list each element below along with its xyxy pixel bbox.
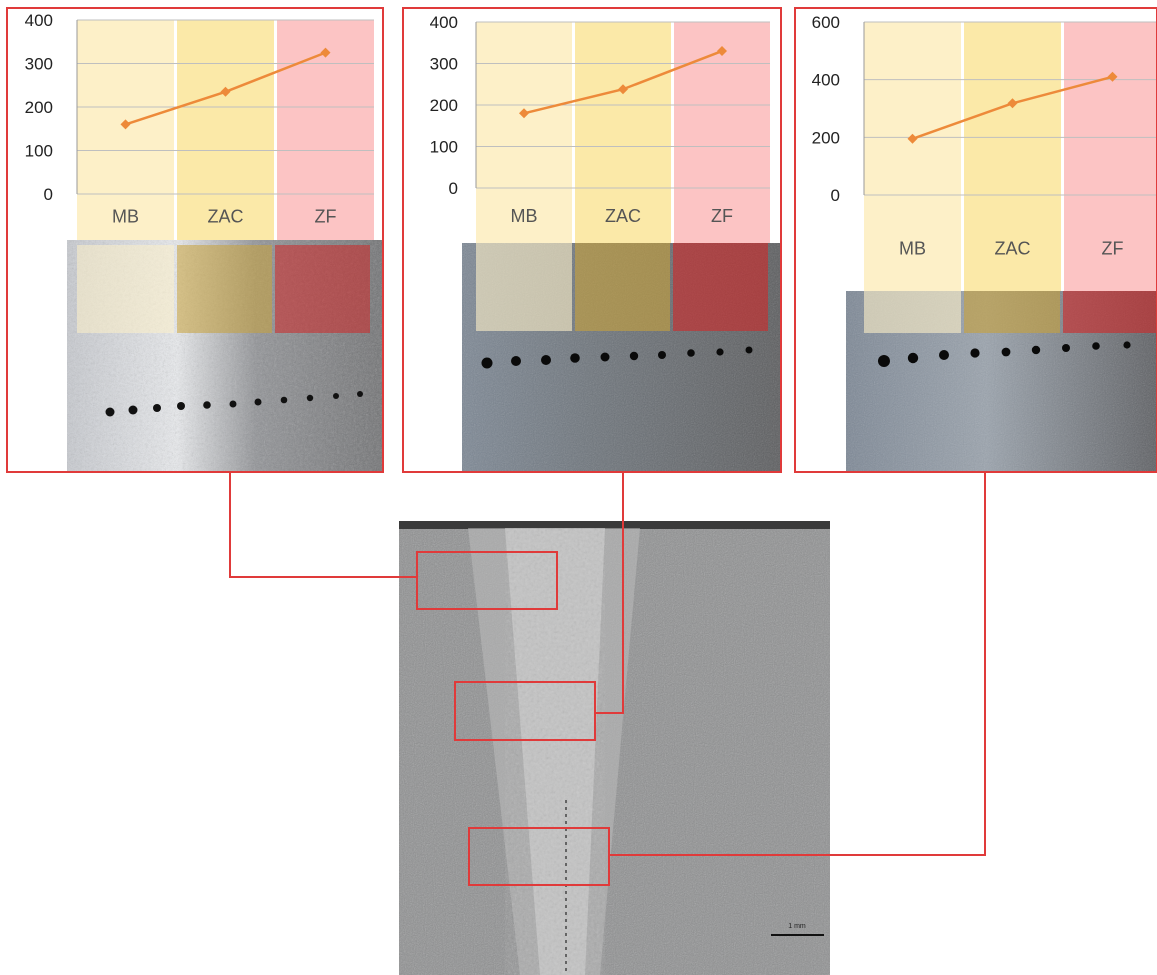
y-tick-label: 100 <box>430 138 458 157</box>
y-tick-label: 400 <box>430 13 458 32</box>
y-tick-label: 600 <box>812 13 840 32</box>
zone-overlay-zac <box>964 291 1060 333</box>
band-zac <box>575 22 671 243</box>
connector-1 <box>229 472 417 578</box>
data-point-zac <box>618 84 628 95</box>
category-label-zf: ZF <box>711 206 733 226</box>
panel-frame-1 <box>6 7 384 473</box>
data-point-mb <box>907 133 918 144</box>
micrograph-1 <box>67 240 382 472</box>
y-tick-label: 200 <box>25 98 53 117</box>
region-box-1 <box>416 551 558 610</box>
hardness-chart-1: 0 100 200 300 400 MB ZAC ZF <box>25 11 374 240</box>
scale-bar-label: 1 mm <box>788 923 806 930</box>
micrograph-3 <box>846 291 1157 472</box>
indentation-row <box>878 341 1131 367</box>
macrograph: 1 mm <box>399 521 830 975</box>
category-label-zac: ZAC <box>208 207 244 227</box>
data-point-zac <box>220 86 231 97</box>
region-box-3 <box>468 827 610 886</box>
category-label-mb: MB <box>899 239 926 259</box>
region-box-2 <box>454 681 596 741</box>
y-tick-label: 100 <box>25 142 53 161</box>
scale-bar: 1 mm <box>771 923 824 936</box>
zone-overlay-mb <box>77 245 174 333</box>
connector-2 <box>595 472 624 714</box>
category-label-mb: MB <box>511 206 538 226</box>
data-point-zac <box>1007 98 1018 109</box>
data-point-mb <box>120 119 131 130</box>
category-label-zac: ZAC <box>605 206 641 226</box>
y-tick-label: 300 <box>25 55 53 74</box>
y-tick-label: 0 <box>44 185 53 204</box>
zone-overlay-zac <box>177 245 272 333</box>
y-tick-label: 200 <box>430 96 458 115</box>
y-tick-label: 400 <box>812 71 840 90</box>
panel-frame-2 <box>402 7 782 473</box>
panel-frames <box>6 7 1157 886</box>
band-mb <box>476 22 572 243</box>
hardness-chart-2: 0 100 200 300 400 MB ZAC ZF <box>430 13 770 243</box>
data-point-mb <box>519 108 529 119</box>
zone-overlay-zf <box>275 245 370 333</box>
y-tick-label: 300 <box>430 55 458 74</box>
category-label-mb: MB <box>112 207 139 227</box>
band-zf <box>1064 22 1157 291</box>
band-zac <box>964 22 1061 291</box>
data-point-zf <box>320 47 331 58</box>
connector-3 <box>609 472 986 856</box>
zone-overlay-mb <box>476 243 572 331</box>
category-label-zac: ZAC <box>995 239 1031 259</box>
panel-frame-3 <box>794 7 1157 473</box>
zone-overlay-zac <box>575 243 670 331</box>
data-point-zf <box>1107 71 1118 82</box>
connector-lines <box>229 472 986 856</box>
indentation-row <box>105 391 363 417</box>
y-tick-label: 400 <box>25 11 53 30</box>
y-tick-label: 200 <box>812 128 840 147</box>
zone-overlay-zf <box>673 243 768 331</box>
indentation-row <box>481 346 753 369</box>
band-mb <box>77 20 174 240</box>
data-point-zf <box>717 46 727 57</box>
category-label-zf: ZF <box>1102 239 1124 259</box>
band-mb <box>864 22 961 291</box>
zone-overlay-zf <box>1063 291 1157 333</box>
category-label-zf: ZF <box>315 207 337 227</box>
band-zf <box>674 22 770 243</box>
y-tick-label: 0 <box>831 186 840 205</box>
hardness-chart-3: 0 200 400 600 MB ZAC ZF <box>812 13 1157 291</box>
y-tick-label: 0 <box>449 179 458 198</box>
band-zac <box>177 20 274 240</box>
zone-overlay-mb <box>864 291 961 333</box>
micrograph-2 <box>462 243 781 472</box>
